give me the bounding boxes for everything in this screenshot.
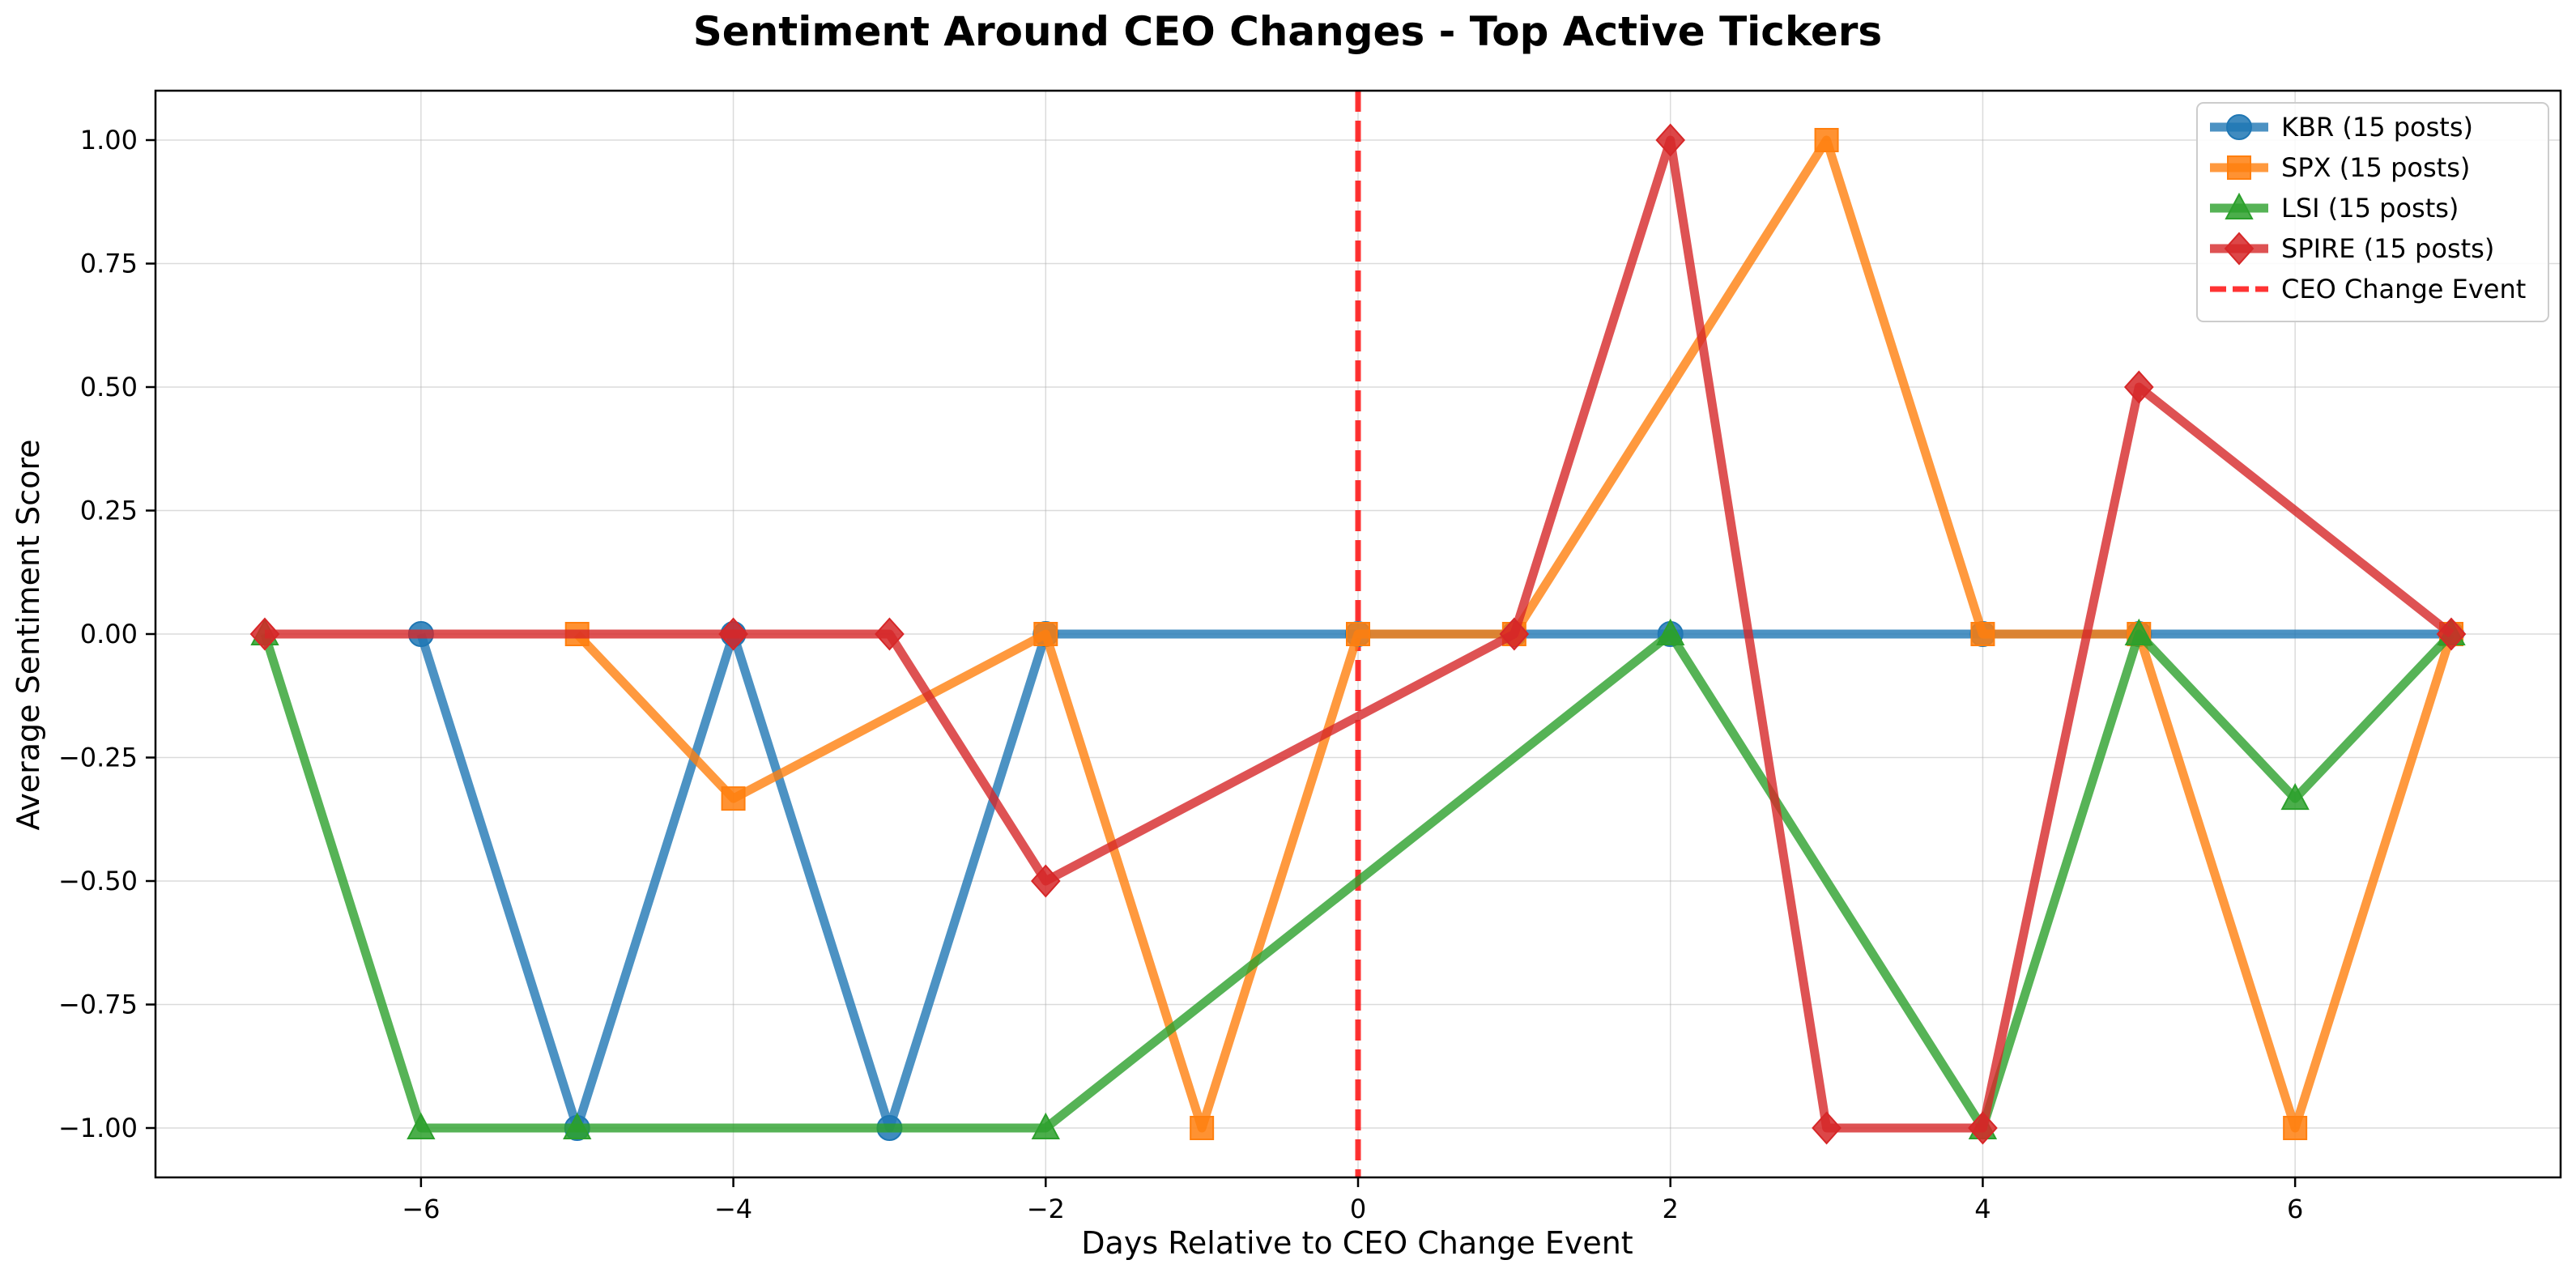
- legend-marker: [2225, 192, 2254, 219]
- data-point: [2124, 618, 2153, 645]
- data-point: [2123, 370, 2154, 404]
- x-axis-label: Days Relative to CEO Change Event: [1081, 1225, 1633, 1261]
- data-point: [1190, 1116, 1215, 1140]
- data-point: [1656, 618, 1685, 645]
- data-point: [1812, 1111, 1842, 1145]
- y-tick-label: 1.00: [80, 125, 138, 155]
- y-tick-label: 0.50: [80, 372, 138, 402]
- x-tick-label: 2: [1663, 1194, 1679, 1224]
- x-tick-label: 4: [1974, 1194, 1991, 1224]
- y-tick-label: 0.00: [80, 619, 138, 649]
- data-point: [1030, 864, 1061, 898]
- legend-marker: [2227, 155, 2251, 180]
- data-point: [2283, 1116, 2308, 1140]
- data-point: [1033, 622, 1058, 646]
- data-point: [2436, 617, 2467, 651]
- series-spire: [249, 123, 2467, 1145]
- data-point: [1970, 622, 1995, 646]
- y-tick-label: 0.25: [80, 496, 138, 526]
- data-point: [1814, 128, 1839, 152]
- data-point: [721, 786, 746, 811]
- y-tick-label: −0.75: [58, 990, 138, 1020]
- legend-marker: [2224, 232, 2255, 266]
- x-tick-label: −6: [402, 1194, 440, 1224]
- data-point: [1968, 1111, 1998, 1145]
- y-axis-label: Average Sentiment Score: [11, 439, 46, 830]
- data-point: [1655, 123, 1686, 157]
- y-tick-label: −0.50: [58, 866, 138, 896]
- series-layer: [249, 123, 2467, 1145]
- legend-label: KBR (15 posts): [2281, 112, 2473, 143]
- data-point: [875, 617, 905, 651]
- data-point: [407, 1112, 436, 1139]
- y-tick-label: 0.75: [80, 249, 138, 279]
- y-tick-label: −1.00: [58, 1113, 138, 1143]
- legend-label: LSI (15 posts): [2281, 193, 2459, 223]
- axis-ticks: −6 −4 −2 0 2 4 6 1.00 0.75 0.50 0.25 0.00 −0.25 −0.50…: [58, 125, 2303, 1224]
- legend-label: SPIRE (15 posts): [2281, 233, 2494, 264]
- legend-label: CEO Change Event: [2281, 274, 2526, 304]
- series-line: [265, 135, 2455, 1133]
- data-point: [563, 1112, 592, 1139]
- x-tick-label: 0: [1350, 1194, 1366, 1224]
- data-point: [249, 617, 280, 651]
- x-tick-label: −4: [714, 1194, 752, 1224]
- x-tick-label: −2: [1027, 1194, 1065, 1224]
- data-point: [2280, 783, 2310, 811]
- y-tick-label: −0.25: [58, 743, 138, 773]
- legend: KBR (15 posts) SPX (15 posts) LSI (15 post…: [2196, 102, 2549, 322]
- x-tick-label: 6: [2287, 1194, 2303, 1224]
- legend-marker: [2226, 114, 2252, 140]
- chart-title: Sentiment Around CEO Changes - Top Activ…: [693, 8, 1882, 55]
- data-point: [1346, 622, 1370, 646]
- data-point: [718, 617, 748, 651]
- legend-box: [2196, 102, 2549, 322]
- data-point: [1499, 617, 1530, 651]
- legend-label: SPX (15 posts): [2281, 152, 2470, 183]
- data-point: [1031, 1112, 1060, 1139]
